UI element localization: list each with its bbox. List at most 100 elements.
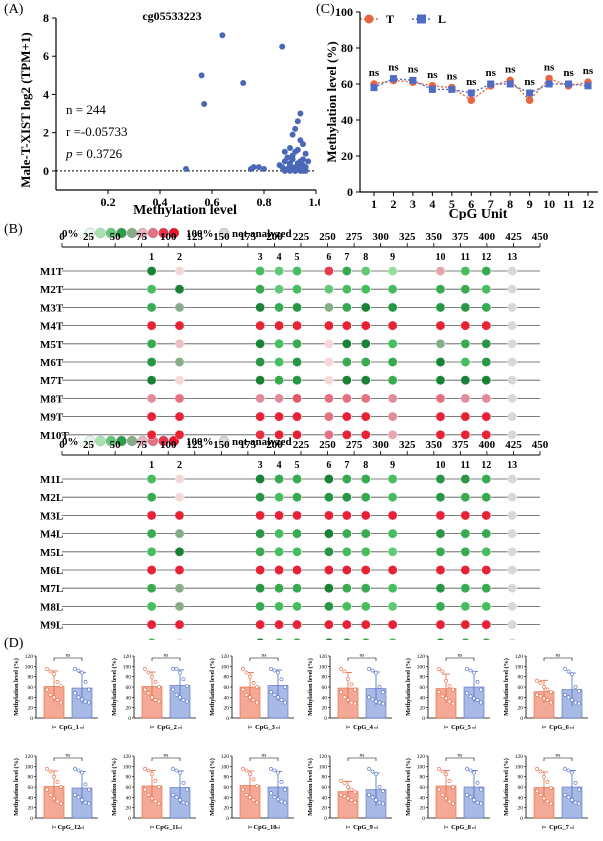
liver-map-cpg-site <box>481 528 492 539</box>
dot-t <box>342 780 347 785</box>
dot-l <box>178 770 182 775</box>
subplot-ytick-label: 120 <box>221 754 230 760</box>
scatter-point <box>300 167 306 174</box>
liver-map-axis-tick-label: 325 <box>399 439 416 451</box>
scatter-point <box>289 156 296 163</box>
dot-l <box>472 670 476 675</box>
liver-map-site-label: 6 <box>326 460 331 471</box>
dot-l <box>283 700 287 705</box>
liver-map-row-label: M9L <box>40 620 63 632</box>
subplot-cpg-11: Methylation level (%) 0 20 40 60 80 100 120 ns T L… <box>111 753 196 831</box>
legend-not-analyzed-label: not analyzed <box>232 228 292 240</box>
liver-map-cpg-site <box>146 601 157 612</box>
xtick-t: T <box>150 825 156 829</box>
xtick-l: L <box>276 725 282 729</box>
dot-t <box>52 774 56 779</box>
ns-annotation: ns <box>408 63 419 75</box>
tumor-map-cpg-site <box>255 429 266 440</box>
tumor-map-cpg-site <box>435 429 446 440</box>
significance-bracket <box>151 757 181 761</box>
tumor-map-row-label: M1T <box>40 266 64 278</box>
dot-t <box>353 687 357 692</box>
tumor-map-cpg-site <box>507 284 518 295</box>
dot-t <box>52 796 56 801</box>
subplot-ytick-label: 80 <box>28 775 34 781</box>
subplot-ytick-label: 100 <box>417 664 426 670</box>
dot-t <box>437 767 441 771</box>
tumor-map-cpg-site <box>174 393 185 404</box>
panel-c-ytick-label: 40 <box>341 113 353 127</box>
subplot-ytick-label: 60 <box>224 785 230 791</box>
dot-t <box>157 785 161 789</box>
subplot-cpg-2: Methylation level (%) 0 20 40 60 80 100 120 ns T L… <box>111 653 196 731</box>
dot-t <box>538 769 543 774</box>
liver-map-cpg-site <box>360 528 371 539</box>
panel-c-xtick-label: 1 <box>371 197 377 211</box>
dot-t <box>342 794 347 799</box>
legend-swatch <box>168 227 180 239</box>
tumor-map-cpg-site <box>387 411 398 422</box>
tumor-map-site-label: 3 <box>258 252 263 263</box>
scatter-point <box>183 165 189 172</box>
tumor-map-axis-tick-label: 225 <box>293 231 310 243</box>
liver-map-cpg-site <box>507 619 518 630</box>
series-l-point <box>409 76 417 84</box>
dot-l <box>468 795 473 800</box>
liver-map-cpg-site <box>255 565 266 575</box>
dot-t <box>545 687 550 692</box>
liver-map-cpg-site <box>292 565 302 575</box>
liver-map-row-label: M4L <box>40 529 63 541</box>
legend-zero-label: 0% <box>62 436 79 448</box>
tumor-map-cpg-site <box>341 411 352 422</box>
ns-annotation: ns <box>369 67 380 79</box>
ns-annotation: ns <box>505 63 516 75</box>
liver-map-cpg-site <box>341 492 352 503</box>
dot-t <box>346 677 350 682</box>
tumor-map-cpg-site <box>292 284 302 295</box>
xtick-t: T <box>150 725 156 729</box>
liver-map-cpg-site <box>341 565 352 575</box>
liver-map-cpg-site <box>174 510 185 521</box>
liver-map-cpg-site <box>146 510 157 521</box>
liver-map-cpg-site <box>387 492 398 503</box>
subplot-ytick-label: 120 <box>515 754 524 760</box>
tumor-map-cpg-site <box>323 284 334 295</box>
dot-l <box>377 785 382 789</box>
subplot-ytick-label: 20 <box>224 706 230 712</box>
dot-t <box>451 801 455 806</box>
ns-annotation: ns <box>447 71 458 83</box>
subplot-ylabel: Methylation level (%) <box>405 758 412 816</box>
scatter-point <box>302 150 309 157</box>
liver-map-cpg-site <box>387 474 398 484</box>
tumor-map-cpg-site <box>341 375 352 386</box>
dot-t <box>248 695 252 700</box>
panel-a-xtick-label: 0.6 <box>205 195 220 209</box>
liver-map-cpg-site <box>481 601 492 612</box>
subplot-ytick-label: 120 <box>417 754 426 760</box>
dot-t <box>55 799 60 804</box>
ns-label: ns <box>360 653 365 659</box>
liver-map-row-label: M5L <box>40 547 63 559</box>
tumor-map-cpg-site <box>323 375 334 386</box>
tumor-map-cpg-site <box>274 357 284 367</box>
panel-a-p: p = 0.3726 <box>65 146 123 161</box>
tumor-map-cpg-site <box>292 302 302 313</box>
significance-bracket <box>445 757 475 761</box>
series-l-point <box>545 80 553 88</box>
dot-t <box>535 789 539 794</box>
tumor-map-cpg-site <box>360 375 371 386</box>
tumor-map-axis-tick-label: 275 <box>346 231 363 243</box>
series-t-point <box>467 96 476 104</box>
subplot-cpg-7: Methylation level (%) 0 20 40 60 80 100 120 ns T L… <box>503 753 588 831</box>
tumor-map-cpg-site <box>146 284 157 295</box>
panel-a-p-value: = 0.3726 <box>73 146 123 161</box>
tumor-map-axis-tick-label: 150 <box>213 231 230 243</box>
series-l-point <box>487 80 495 88</box>
dot-t <box>153 679 158 684</box>
liver-map-cpg-site <box>292 528 302 539</box>
dot-l <box>269 767 273 771</box>
liver-map-site-label: 8 <box>363 460 368 471</box>
xtick-t: T <box>248 825 254 829</box>
tumor-map-axis-tick-label: 450 <box>532 231 549 243</box>
liver-map-row-label: M1L <box>40 474 63 486</box>
